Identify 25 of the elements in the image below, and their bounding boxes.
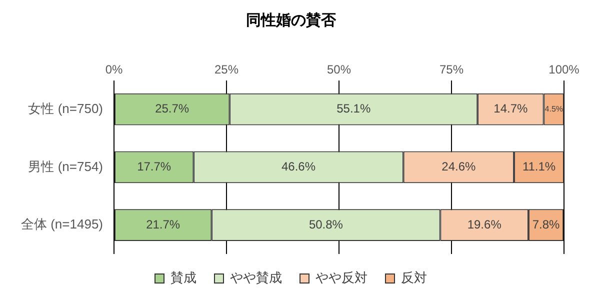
- legend-label: やや賛成: [230, 270, 282, 286]
- x-tick-label: 25%: [214, 62, 239, 77]
- legend-label: 反対: [401, 270, 427, 286]
- x-tick-label: 100%: [548, 62, 580, 77]
- data-label: 11.1%: [522, 160, 556, 174]
- legend-label: 賛成: [170, 270, 196, 286]
- data-label: 55.1%: [336, 102, 371, 116]
- data-label: 19.6%: [467, 217, 502, 232]
- data-label: 7.8%: [532, 217, 560, 232]
- y-tick-label: 全体 (n=1495): [20, 216, 104, 232]
- data-label: 17.7%: [137, 160, 172, 174]
- data-label: 4.5%: [544, 104, 563, 114]
- data-label: 46.6%: [281, 160, 316, 174]
- data-label: 50.8%: [308, 217, 344, 232]
- data-label: 21.7%: [146, 217, 180, 232]
- data-label: 25.7%: [155, 102, 190, 116]
- chart-title: 同性婚の賛否: [246, 12, 337, 30]
- x-tick-label: 75%: [439, 62, 464, 77]
- x-tick-label: 0%: [105, 62, 124, 77]
- data-label: 14.7%: [494, 102, 528, 116]
- x-tick-label: 50%: [326, 62, 352, 77]
- y-tick-label: 女性 (n=750): [28, 100, 104, 116]
- data-label: 24.6%: [442, 160, 476, 174]
- y-tick-label: 男性 (n=754): [28, 158, 104, 174]
- legend-label: やや反対: [316, 270, 368, 286]
